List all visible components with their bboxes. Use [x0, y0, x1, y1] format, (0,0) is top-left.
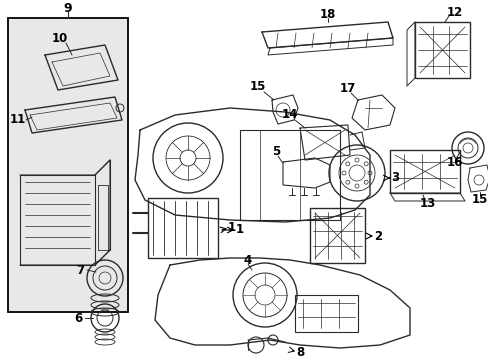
Text: 14: 14 [281, 108, 298, 121]
Bar [414, 22, 469, 78]
Text: 7: 7 [76, 264, 84, 276]
Text: 18: 18 [319, 8, 336, 21]
Bar [309, 208, 364, 263]
Bar [294, 295, 357, 332]
Text: 10: 10 [52, 31, 68, 45]
Text: 16: 16 [446, 157, 462, 170]
Text: 9: 9 [63, 1, 72, 14]
Text: 2: 2 [373, 230, 381, 243]
Text: 17: 17 [339, 81, 355, 94]
Text: 13: 13 [419, 198, 435, 211]
Text: 15: 15 [249, 81, 265, 94]
Bar [8, 18, 128, 312]
Text: 6: 6 [74, 311, 82, 324]
Text: 1: 1 [227, 221, 236, 234]
Bar [148, 198, 218, 258]
Text: 11: 11 [10, 113, 26, 126]
Text: 3: 3 [390, 171, 398, 184]
Bar [389, 150, 459, 193]
Text: 8: 8 [295, 346, 304, 359]
Text: 15: 15 [471, 193, 487, 207]
Text: 5: 5 [271, 145, 280, 158]
Text: 1: 1 [235, 224, 244, 237]
Text: 4: 4 [244, 253, 252, 266]
Text: 12: 12 [446, 5, 462, 18]
